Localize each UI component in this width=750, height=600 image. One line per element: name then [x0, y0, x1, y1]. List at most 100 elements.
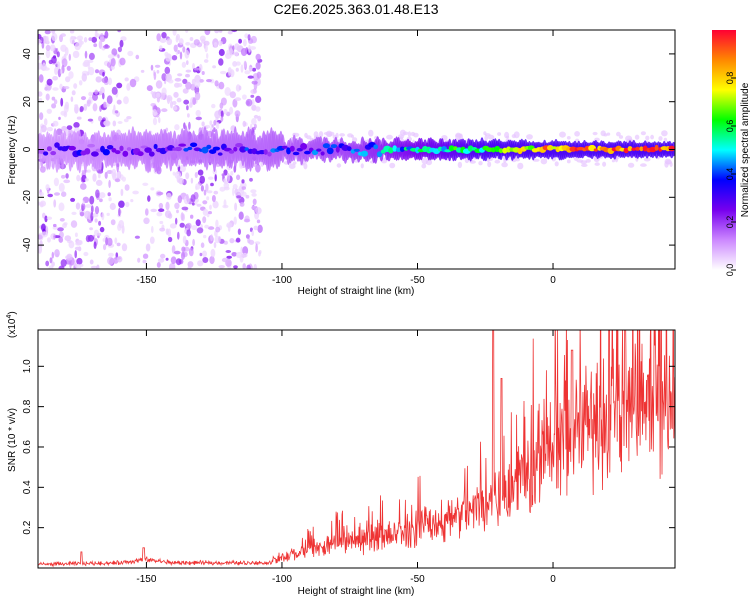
heatmap-noise-cell — [251, 193, 257, 197]
heatmap-core-cell — [353, 148, 360, 152]
heatmap-haze-cell — [634, 134, 640, 140]
heatmap-noise-cell — [214, 173, 217, 182]
heatmap-noise-cell — [99, 226, 105, 233]
heatmap-haze-cell — [574, 131, 580, 137]
heatmap-noise-cell — [214, 110, 222, 119]
heatmap-noise-cell — [49, 44, 56, 52]
heatmap-noise-cell — [93, 241, 97, 249]
heatmap-noise-cell — [214, 30, 220, 34]
heatmap-core-cell — [114, 150, 121, 155]
heatmap-noise-cell — [76, 174, 81, 182]
heatmap-noise-cell — [236, 174, 241, 181]
heatmap-noise-cell — [51, 103, 57, 109]
heatmap-noise-cell — [80, 183, 87, 190]
heatmap-noise-cell — [192, 97, 197, 105]
heatmap-noise-cell — [218, 58, 224, 66]
heatmap-core-cell — [335, 146, 340, 153]
heatmap-noise-cell — [156, 211, 163, 217]
heatmap-noise-cell — [245, 98, 253, 107]
heatmap-noise-cell — [52, 226, 58, 230]
heatmap-noise-cell — [223, 108, 228, 115]
heatmap-noise-cell — [73, 83, 78, 89]
heatmap-noise-cell — [186, 105, 189, 111]
heatmap-core-cell — [635, 146, 641, 151]
heatmap-noise-cell — [253, 114, 259, 119]
heatmap-noise-cell — [239, 201, 245, 207]
heatmap-haze-cell — [611, 159, 616, 163]
heatmap-noise-cell — [98, 115, 103, 122]
heatmap-haze-cell — [618, 135, 624, 139]
snr-x-label: Height of straight line (km) — [298, 586, 415, 597]
heatmap-noise-cell — [250, 94, 255, 98]
heatmap-noise-cell — [194, 172, 198, 178]
heatmap-noise-cell — [207, 176, 214, 180]
heatmap-noise-cell — [251, 80, 258, 85]
heatmap-core-cell — [217, 152, 223, 156]
heatmap-noise-cell — [202, 200, 208, 205]
heatmap-noise-cell — [44, 215, 48, 223]
heatmap-noise-cell — [61, 58, 68, 67]
heatmap-noise-cell — [236, 195, 242, 199]
heatmap-noise-cell — [174, 124, 180, 131]
heatmap-noise-cell — [251, 118, 257, 126]
heatmap-noise-cell — [103, 101, 107, 109]
heatmap-noise-cell — [143, 217, 150, 225]
heatmap-noise-cell — [95, 179, 103, 186]
heatmap-core-cell — [506, 146, 512, 153]
heatmap-core-cell — [148, 151, 155, 157]
heatmap-core-cell — [631, 147, 637, 151]
heatmap-haze-cell — [397, 134, 405, 139]
heatmap-noise-cell — [224, 87, 231, 96]
heatmap-haze-cell — [585, 159, 591, 163]
heatmap-noise-cell — [46, 36, 49, 45]
heatmap-noise-cell — [65, 173, 69, 179]
heatmap-core-cell — [144, 147, 152, 153]
heatmap-noise-cell — [70, 96, 74, 102]
heatmap-noise-cell — [204, 30, 211, 36]
heatmap-noise-cell — [111, 86, 118, 95]
heatmap-noise-cell — [107, 77, 113, 86]
heatmap-noise-cell — [238, 38, 243, 44]
heatmap-noise-cell — [107, 192, 111, 197]
heatmap-noise-cell — [45, 44, 51, 52]
heatmap-noise-cell — [123, 118, 129, 123]
heatmap-noise-cell — [174, 202, 180, 209]
heatmap-haze-cell — [663, 137, 668, 142]
heatmap-noise-cell — [90, 265, 98, 269]
heatmap-noise-cell — [234, 51, 239, 57]
heatmap-noise-cell — [106, 95, 113, 105]
heatmap-noise-cell — [54, 66, 59, 75]
heatmap-noise-cell — [86, 169, 91, 173]
heatmap-noise-cell — [111, 48, 118, 56]
heatmap-noise-cell — [60, 33, 66, 37]
heatmap-noise-cell — [53, 199, 57, 208]
heatmap-noise-cell — [204, 124, 211, 129]
heatmap-noise-cell — [229, 91, 236, 99]
heatmap-noise-cell — [82, 61, 89, 67]
heatmap-haze-cell — [658, 136, 663, 141]
heatmap-noise-cell — [106, 212, 110, 216]
heatmap-noise-cell — [229, 49, 235, 56]
heatmap-noise-cell — [177, 83, 183, 88]
heatmap-noise-cell — [145, 243, 151, 252]
heatmap-core-cell — [311, 149, 319, 156]
heatmap-noise-cell — [220, 70, 227, 75]
heatmap-noise-cell — [123, 96, 129, 105]
heatmap-marks — [38, 30, 675, 269]
heatmap-noise-cell — [112, 108, 116, 115]
heatmap-noise-cell — [212, 65, 217, 69]
heatmap-noise-cell — [185, 73, 190, 78]
heatmap-noise-cell — [202, 250, 207, 258]
heatmap-noise-cell — [242, 252, 248, 258]
heatmap-noise-cell — [53, 99, 58, 105]
heatmap-noise-cell — [175, 258, 182, 266]
heatmap-noise-cell — [202, 216, 207, 224]
heatmap-noise-cell — [54, 249, 60, 258]
y-tick-label: 0.4 — [22, 480, 33, 494]
heatmap-noise-cell — [246, 264, 251, 269]
heatmap-noise-cell — [179, 222, 185, 228]
heatmap-haze-cell — [603, 133, 608, 137]
heatmap-core-cell — [68, 145, 76, 151]
heatmap-noise-cell — [213, 127, 216, 133]
